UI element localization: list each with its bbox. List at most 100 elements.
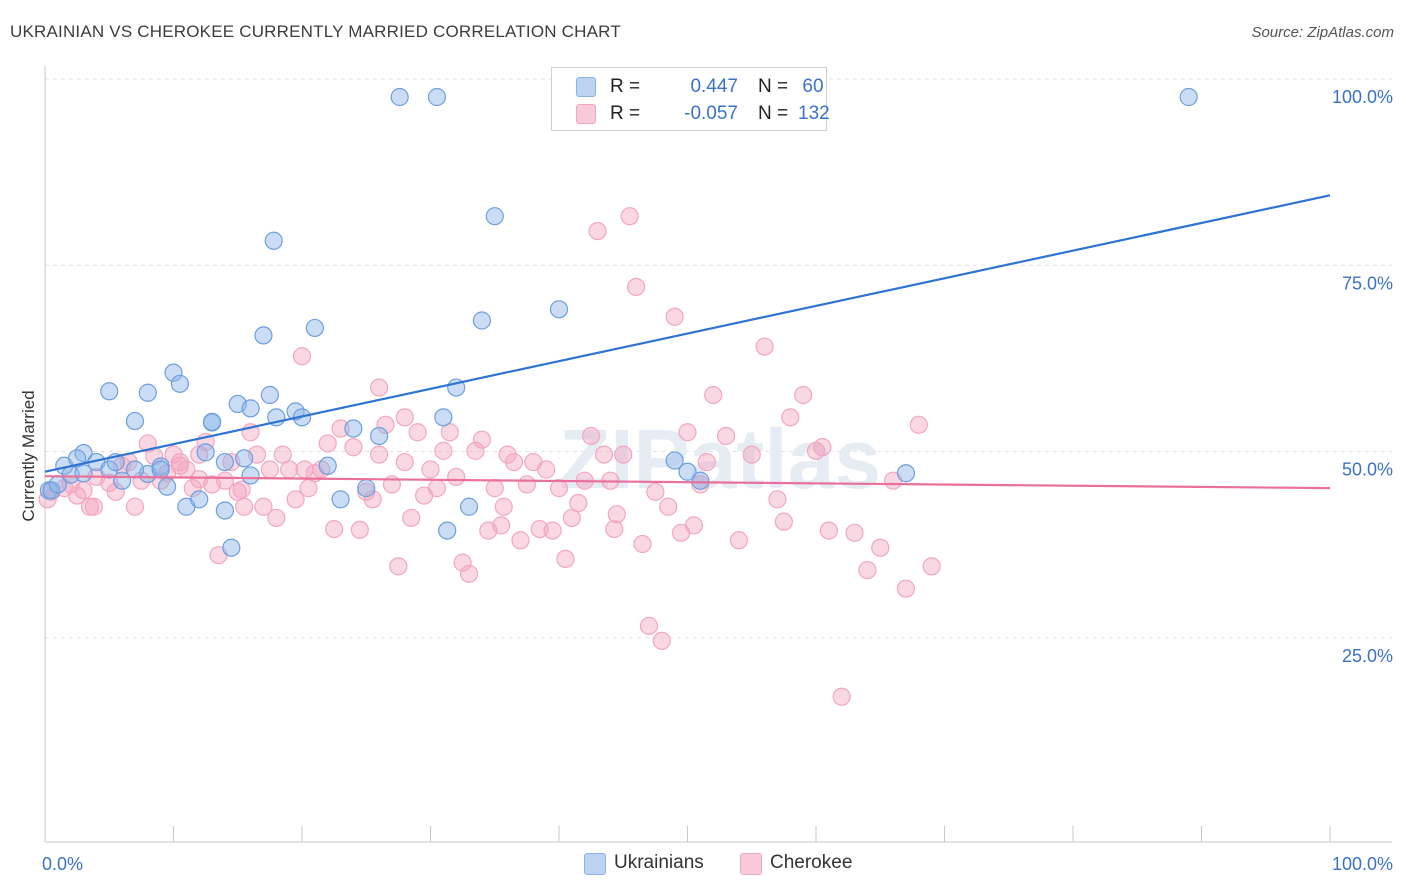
ukrainians-swatch (576, 77, 596, 97)
legend-box: R = 0.447 N = 60 R = -0.057 N = 132 (551, 67, 830, 131)
cherokee-point (254, 497, 273, 516)
x-tick-label: 0.0% (42, 854, 83, 874)
cherokee-point (537, 460, 556, 479)
cherokee-point (684, 516, 704, 535)
r-value: 0.447 (690, 76, 738, 97)
cherokee-point (813, 438, 832, 457)
ukrainians-point (68, 449, 87, 468)
ukrainians-points (39, 87, 1198, 557)
ukrainians-point (170, 374, 190, 393)
cherokee-point (215, 471, 234, 490)
ukrainians-point (318, 456, 337, 475)
cherokee-point (605, 519, 624, 539)
cherokee-point (232, 480, 251, 499)
cherokee-point (896, 579, 916, 598)
n-value: 60 (802, 76, 824, 97)
cherokee-point (402, 508, 421, 528)
cherokee-point (363, 490, 382, 509)
ukrainians-swatch (584, 853, 606, 875)
cherokee-point (125, 497, 145, 516)
cherokee-point (235, 497, 254, 516)
ukrainians-point (678, 462, 697, 481)
cherokee-point (447, 467, 466, 487)
cherokee-point (832, 687, 851, 706)
cherokee-point (74, 481, 93, 500)
ukrainians-point (896, 464, 916, 483)
cherokee-point (511, 531, 530, 550)
cherokee-point (494, 497, 513, 516)
cherokee-point (331, 419, 350, 438)
cherokee-point (569, 493, 588, 513)
cherokee-point (639, 616, 659, 636)
ukrainians-point (390, 87, 409, 107)
cherokee-point (325, 519, 344, 539)
cherokee-point (267, 508, 286, 528)
ukrainians-point (112, 471, 132, 490)
ukrainians-point (427, 87, 447, 107)
ukrainians-point (438, 521, 457, 540)
y-tick-label: 75.0% (1342, 273, 1393, 293)
ukrainians-point (190, 490, 209, 509)
cherokee-point (607, 505, 626, 524)
cherokee-point (543, 521, 562, 540)
ukrainians-point (485, 207, 504, 226)
ukrainians-point (125, 411, 145, 431)
cherokee-point (659, 497, 678, 516)
ukrainians-point (549, 300, 569, 319)
n-label: N = (758, 103, 789, 124)
ukrainians-point (48, 475, 67, 494)
cherokee-point (427, 479, 447, 498)
cherokee-point (370, 378, 389, 397)
ukrainians-point (305, 318, 324, 338)
ukrainians-point (1179, 87, 1198, 107)
axes (44, 66, 1392, 843)
cherokee-point (646, 482, 665, 501)
cherokee-point (768, 490, 787, 509)
cherokee-point (434, 441, 453, 460)
cherokee-point (453, 553, 472, 572)
cherokee-point (504, 452, 524, 472)
cherokee-point (742, 445, 761, 464)
cherokee-point (794, 385, 813, 405)
cherokee-point (517, 475, 536, 494)
r-label: R = (610, 76, 641, 97)
cherokee-point (819, 521, 838, 540)
cherokee-swatch (576, 104, 596, 124)
cherokee-point (344, 438, 363, 457)
n-value: 132 (798, 103, 830, 124)
ukrainians-point (235, 449, 254, 468)
ukrainians-point (241, 466, 260, 485)
cherokee-point (665, 307, 684, 326)
cherokee-point (376, 415, 395, 434)
ukrainians-point (100, 460, 119, 479)
ukrainians-point (151, 460, 170, 479)
ukrainians-point (472, 311, 491, 330)
cherokee-point (755, 337, 774, 356)
cherokee-point (370, 445, 389, 464)
ukrainians-point (691, 471, 710, 490)
cherokee-point (781, 408, 800, 427)
cherokee-point (620, 207, 639, 226)
ukrainians-point (157, 477, 177, 496)
cherokee-point (260, 460, 279, 479)
tick-labels: 100.0% 75.0% 50.0% 25.0% 0.0% 100.0% (42, 87, 1393, 874)
ukrainians-point (459, 497, 479, 516)
cherokee-point (845, 523, 864, 542)
cherokee-point (183, 479, 202, 498)
cherokee-point (170, 456, 190, 475)
legend-label: Ukrainians (614, 852, 704, 873)
cherokee-point (350, 520, 369, 539)
cherokee-point (626, 277, 646, 297)
cherokee-point (697, 452, 716, 472)
cherokee-point (80, 497, 100, 516)
cherokee-point (704, 385, 723, 405)
cherokee-point (395, 452, 414, 472)
cherokee-point (498, 445, 517, 464)
cherokee-point (652, 631, 671, 650)
ukrainians-point (138, 383, 157, 402)
cherokee-point (871, 538, 890, 557)
y-axis-label: Currently Married (19, 390, 38, 521)
cherokee-point (106, 482, 125, 501)
cherokee-point (716, 426, 736, 446)
